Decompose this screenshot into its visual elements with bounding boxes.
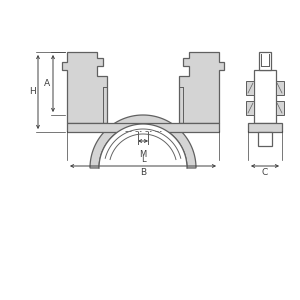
Polygon shape xyxy=(248,123,282,132)
Text: L: L xyxy=(141,155,145,164)
Polygon shape xyxy=(246,81,254,95)
Polygon shape xyxy=(276,101,284,115)
Polygon shape xyxy=(138,132,148,144)
Polygon shape xyxy=(246,101,254,115)
Polygon shape xyxy=(99,124,187,168)
Polygon shape xyxy=(276,81,284,95)
Text: B: B xyxy=(140,168,146,177)
Polygon shape xyxy=(62,52,107,123)
Text: M: M xyxy=(140,150,147,159)
Text: A: A xyxy=(44,79,50,88)
Text: H: H xyxy=(28,88,35,97)
Polygon shape xyxy=(132,132,154,146)
Polygon shape xyxy=(90,115,196,168)
Polygon shape xyxy=(179,52,224,123)
Text: C: C xyxy=(262,168,268,177)
Polygon shape xyxy=(67,123,219,132)
Polygon shape xyxy=(259,52,271,70)
Polygon shape xyxy=(258,132,272,146)
Polygon shape xyxy=(254,70,276,123)
